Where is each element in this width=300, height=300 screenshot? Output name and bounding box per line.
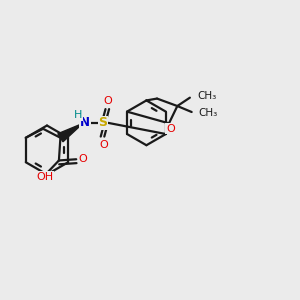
- Text: O: O: [99, 140, 108, 150]
- Text: O: O: [78, 154, 87, 164]
- Text: O: O: [166, 124, 175, 134]
- Text: OH: OH: [36, 172, 53, 182]
- Text: H: H: [74, 110, 82, 120]
- Text: N: N: [80, 116, 90, 129]
- Text: CH₃: CH₃: [197, 91, 216, 101]
- Text: S: S: [99, 116, 108, 129]
- Text: CH₃: CH₃: [199, 108, 218, 118]
- Polygon shape: [58, 123, 83, 142]
- Text: O: O: [103, 96, 112, 106]
